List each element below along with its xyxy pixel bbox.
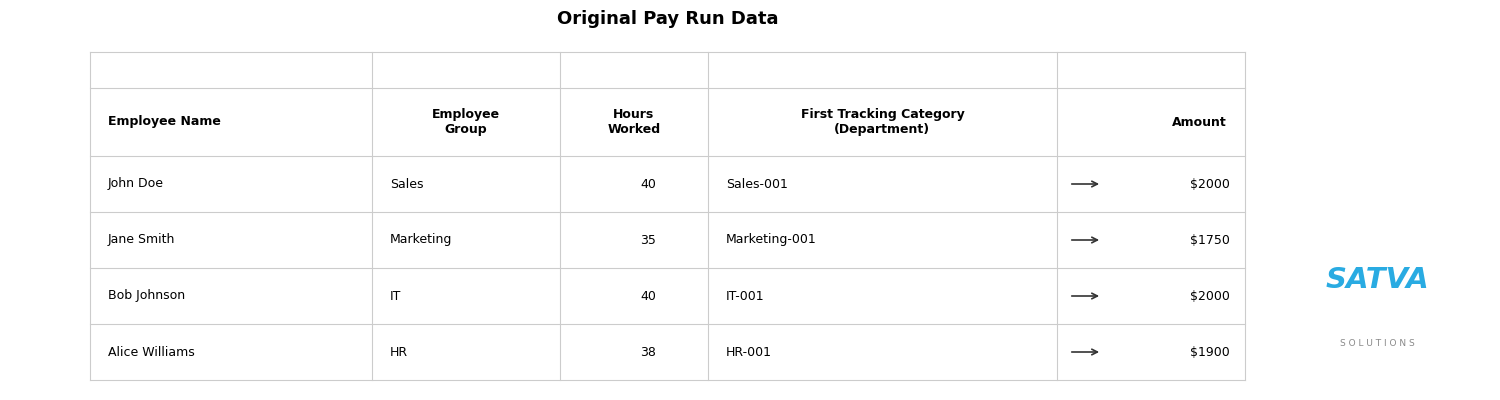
Text: First Tracking Category
(Department): First Tracking Category (Department) xyxy=(801,108,964,136)
Text: $2000: $2000 xyxy=(1190,290,1230,302)
Text: HR: HR xyxy=(390,346,408,358)
Text: 40: 40 xyxy=(640,290,656,302)
Text: Sales-001: Sales-001 xyxy=(726,178,788,190)
Text: Hours
Worked: Hours Worked xyxy=(608,108,660,136)
Text: SATVA: SATVA xyxy=(1324,266,1430,294)
Text: John Doe: John Doe xyxy=(108,178,164,190)
Text: HR-001: HR-001 xyxy=(726,346,772,358)
Text: IT: IT xyxy=(390,290,402,302)
Text: Alice Williams: Alice Williams xyxy=(108,346,195,358)
Text: Sales: Sales xyxy=(390,178,423,190)
Text: Employee Name: Employee Name xyxy=(108,116,220,128)
Text: $1900: $1900 xyxy=(1191,346,1230,358)
Text: Marketing: Marketing xyxy=(390,234,453,246)
Text: Bob Johnson: Bob Johnson xyxy=(108,290,184,302)
Text: 40: 40 xyxy=(640,178,656,190)
Text: Jane Smith: Jane Smith xyxy=(108,234,176,246)
Text: $2000: $2000 xyxy=(1190,178,1230,190)
Text: 38: 38 xyxy=(640,346,656,358)
Text: IT-001: IT-001 xyxy=(726,290,765,302)
Text: 35: 35 xyxy=(640,234,656,246)
Text: Original Pay Run Data: Original Pay Run Data xyxy=(556,10,778,28)
Text: S O L U T I O N S: S O L U T I O N S xyxy=(1340,340,1414,348)
Text: Employee
Group: Employee Group xyxy=(432,108,500,136)
Text: Amount: Amount xyxy=(1173,116,1227,128)
Text: Marketing-001: Marketing-001 xyxy=(726,234,816,246)
Text: $1750: $1750 xyxy=(1190,234,1230,246)
